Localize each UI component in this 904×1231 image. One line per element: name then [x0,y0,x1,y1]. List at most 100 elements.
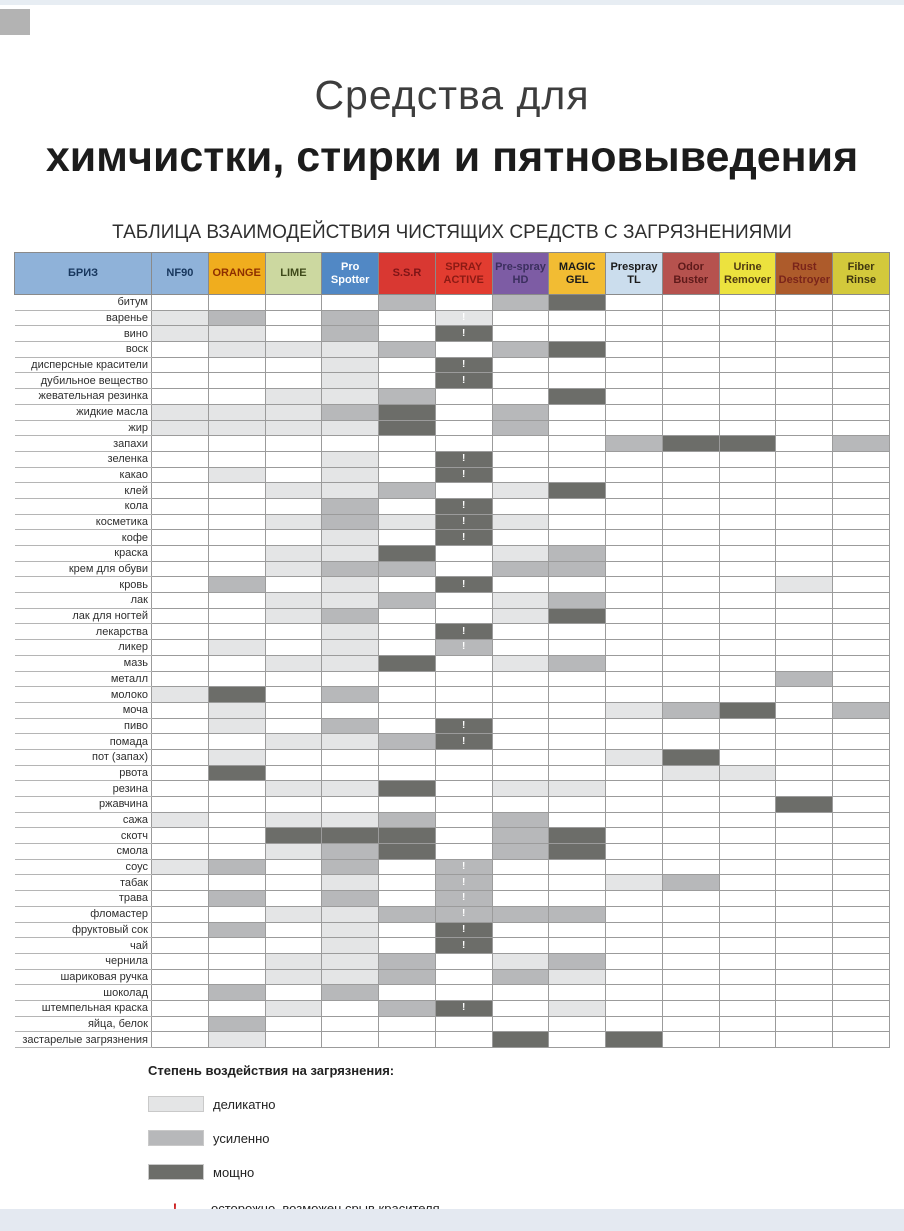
matrix-cell [548,403,607,421]
matrix-cell [321,560,380,578]
matrix-cell [661,482,720,499]
row-label: шариковая ручка [14,968,152,986]
matrix-cell [207,811,266,829]
matrix-cell [434,419,493,437]
matrix-cell [775,968,834,986]
matrix-cell [207,435,266,452]
matrix-cell [378,686,436,703]
row-label: кровь [14,576,152,594]
table-row: моча [14,701,890,719]
matrix-cell [151,968,209,986]
matrix-cell [151,576,209,594]
matrix-cell [321,984,380,1001]
matrix-cell [378,545,436,562]
matrix-cell [832,905,890,923]
matrix-cell [605,419,663,437]
matrix-cell-warning: ! [434,309,493,327]
matrix-cell [661,419,720,437]
table-row: табак! [14,874,890,892]
matrix-cell [491,843,550,860]
matrix-cell [661,890,720,907]
matrix-cell [321,435,380,452]
matrix-cell [378,497,436,515]
matrix-cell [207,372,266,390]
matrix-cell [605,592,663,609]
matrix-cell [605,780,663,797]
matrix-cell [321,639,380,656]
matrix-cell [151,482,209,499]
matrix-cell [548,827,607,845]
matrix-cell [378,670,436,688]
matrix-cell [264,639,323,656]
matrix-cell [378,403,436,421]
matrix-cell [264,937,323,954]
table-row: дубильное вещество! [14,372,890,390]
matrix-cell [775,482,834,499]
matrix-cell [207,639,266,656]
matrix-cell [264,529,323,546]
row-label: краска [14,545,152,562]
matrix-cell [548,576,607,594]
matrix-cell [491,309,550,327]
matrix-cell [207,764,266,782]
matrix-cell [264,952,323,970]
matrix-cell [548,450,607,468]
matrix-cell [207,309,266,327]
matrix-cell [661,294,720,311]
matrix-cell [321,858,380,876]
matrix-cell [775,874,834,892]
matrix-cell [832,796,890,813]
matrix-cell-warning: ! [434,905,493,923]
matrix-cell [718,372,777,390]
matrix-cell [548,435,607,452]
matrix-cell [491,686,550,703]
legend-swatch-level-2 [148,1130,204,1146]
matrix-cell [832,466,890,484]
table-row: застарелые загрязнения [14,1031,890,1048]
matrix-cell [775,952,834,970]
matrix-cell [491,733,550,750]
matrix-cell [151,294,209,311]
matrix-cell [378,607,436,625]
table-row: жир [14,419,890,437]
matrix-cell [264,450,323,468]
matrix-cell [491,701,550,719]
matrix-cell [491,874,550,892]
matrix-cell [605,325,663,343]
matrix-cell [548,529,607,546]
matrix-cell [832,748,890,766]
row-label: лак [14,592,152,609]
matrix-cell [264,309,323,327]
matrix-cell [264,435,323,452]
matrix-cell [718,686,777,703]
matrix-cell [207,623,266,641]
matrix-cell [718,890,777,907]
matrix-cell-warning: ! [434,529,493,546]
matrix-cell [264,325,323,343]
matrix-cell [775,372,834,390]
row-label: штемпельная краска [14,999,152,1017]
matrix-cell [321,325,380,343]
table-row: пиво! [14,717,890,735]
matrix-cell [775,733,834,750]
matrix-cell [718,482,777,499]
matrix-cell [661,607,720,625]
matrix-cell [605,639,663,656]
matrix-cell [661,937,720,954]
matrix-cell [491,639,550,656]
matrix-cell [264,592,323,609]
matrix-cell [491,952,550,970]
matrix-cell [548,639,607,656]
matrix-cell [718,309,777,327]
matrix-cell [264,858,323,876]
table-row: воск [14,341,890,358]
matrix-cell [264,576,323,594]
matrix-cell [434,654,493,672]
matrix-cell [775,529,834,546]
matrix-cell [661,999,720,1017]
row-label: смола [14,843,152,860]
matrix-cell [775,497,834,515]
matrix-cell [151,764,209,782]
matrix-cell [491,968,550,986]
table-row: варенье! [14,309,890,327]
